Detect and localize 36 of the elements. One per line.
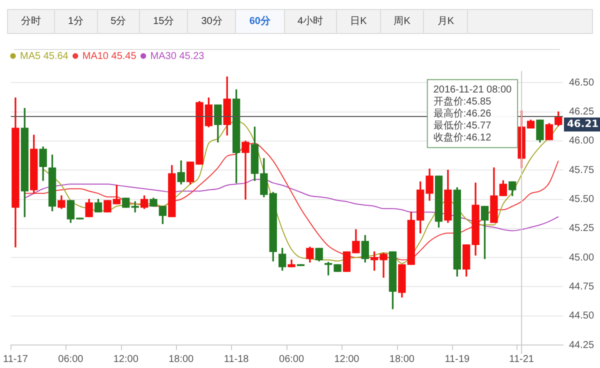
y-tick-label: 44.75 xyxy=(568,281,594,292)
x-tick-label: 12:00 xyxy=(113,354,139,365)
text: 4小时 xyxy=(284,10,338,33)
x-tick-label: 11-21 xyxy=(509,354,534,365)
legend-label: MA10 45.45 xyxy=(82,50,137,62)
x-tick-label: 11-18 xyxy=(224,354,250,365)
y-tick-label: 45.50 xyxy=(568,194,594,206)
x-tick-label: 18:00 xyxy=(389,354,415,365)
text: 日K xyxy=(337,10,381,33)
y-tick-label: 45.75 xyxy=(568,164,594,176)
text: 15分 xyxy=(140,10,188,33)
y-tick-label: 44.50 xyxy=(568,310,594,322)
text: 5分 xyxy=(98,10,140,33)
text: 周K xyxy=(380,10,424,33)
y-tick-label: 46.50 xyxy=(568,77,594,88)
annotation: 2016-11-21 08:00 开盘价:45.85 最高价:46.26 最低价:45.77 收盘价:46.12 xyxy=(433,84,512,144)
text: 60分 xyxy=(236,10,284,33)
x-tick-label: 06:00 xyxy=(58,354,84,365)
x-tick-label: 18:00 xyxy=(168,354,194,365)
candlestick xyxy=(242,140,250,200)
x-tick-label: 06:00 xyxy=(279,354,304,365)
text: 1分 xyxy=(55,10,98,33)
y-tick-label: 44.25 xyxy=(568,340,594,351)
y-tick-label: 46.25 xyxy=(568,106,594,118)
x-tick-label: 11-17 xyxy=(3,354,28,365)
y-tick-label: 45.25 xyxy=(568,223,594,234)
y-tick-label: 46.00 xyxy=(568,136,594,147)
y-tick-label: 45.00 xyxy=(568,252,594,264)
x-tick-label: 11-19 xyxy=(444,354,470,365)
x-tick-label: 12:00 xyxy=(334,354,360,365)
text: 分时 xyxy=(8,10,55,33)
legend-label: MA5 45.64 xyxy=(20,50,69,62)
text: 30分 xyxy=(188,10,236,33)
ref-line-label: 46.21 xyxy=(566,119,599,130)
legend-label: MA30 45.23 xyxy=(150,50,205,62)
text: 月K xyxy=(424,10,468,33)
